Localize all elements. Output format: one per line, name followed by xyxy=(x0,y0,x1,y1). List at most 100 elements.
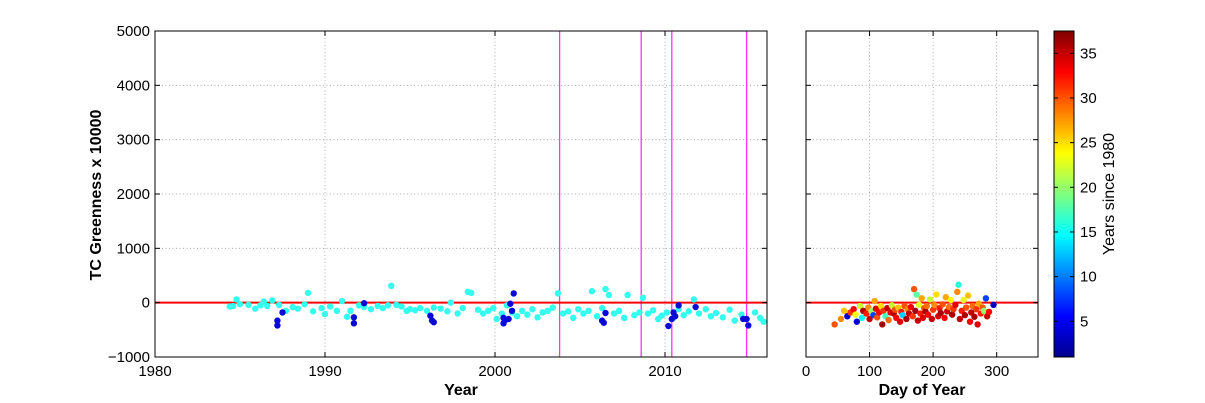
data-point xyxy=(593,313,601,320)
colorbar-label: Years since 1980 xyxy=(1101,133,1118,255)
data-point xyxy=(743,315,750,323)
data-point xyxy=(707,313,715,320)
data-point xyxy=(598,304,606,312)
data-point xyxy=(505,315,512,323)
y-tick-label: 3000 xyxy=(117,132,150,149)
data-point xyxy=(624,291,631,299)
data-point xyxy=(903,315,910,323)
data-point xyxy=(350,314,358,321)
data-point xyxy=(508,307,516,315)
data-point xyxy=(831,321,838,328)
data-point xyxy=(326,303,334,310)
data-point xyxy=(858,314,866,322)
data-point xyxy=(554,290,562,297)
data-point xyxy=(695,310,703,317)
left-x-tick-labels: 1980 1990 2000 2010 xyxy=(138,363,681,380)
data-point xyxy=(850,305,857,313)
data-point xyxy=(952,301,959,309)
y-tick-labels: −1000 0 1000 2000 3000 4000 5000 xyxy=(108,23,150,366)
data-point xyxy=(575,305,582,313)
left-scatter-points xyxy=(226,282,767,330)
data-point xyxy=(971,313,978,320)
data-point xyxy=(928,315,936,323)
right-x-tick-labels: 0 100 200 300 xyxy=(802,363,1009,380)
data-point xyxy=(914,317,922,324)
data-point xyxy=(493,315,500,323)
data-point xyxy=(909,313,916,320)
data-point xyxy=(931,301,938,309)
data-point xyxy=(602,285,609,293)
data-point xyxy=(631,311,638,319)
data-point xyxy=(879,321,886,328)
data-point xyxy=(649,307,657,314)
data-point xyxy=(588,288,596,295)
x-tick-label: 2000 xyxy=(478,363,511,380)
data-point xyxy=(913,291,920,298)
data-point xyxy=(751,309,759,316)
data-point xyxy=(406,305,414,313)
data-point xyxy=(360,300,368,307)
data-point xyxy=(274,322,281,329)
data-point xyxy=(926,296,934,303)
data-point xyxy=(840,307,848,315)
data-point xyxy=(956,315,964,323)
data-point xyxy=(937,309,944,317)
data-point xyxy=(230,302,237,310)
x-tick-label: 300 xyxy=(984,363,1009,380)
data-point xyxy=(615,307,623,315)
y-axis-label: TC Greenness x 10000 xyxy=(88,110,105,281)
data-point xyxy=(853,318,861,325)
data-point xyxy=(877,302,885,310)
data-point xyxy=(519,307,526,315)
data-point xyxy=(321,310,329,318)
data-point xyxy=(942,294,950,301)
x-axis-label-day-of-year: Day of Year xyxy=(879,382,966,399)
data-point xyxy=(350,320,358,327)
data-point xyxy=(343,313,351,320)
data-point xyxy=(955,281,962,288)
data-point xyxy=(856,302,864,310)
data-point xyxy=(430,304,437,311)
data-point xyxy=(437,305,444,312)
colorbar-tick-label: 20 xyxy=(1080,179,1097,196)
data-point xyxy=(459,304,466,312)
data-point xyxy=(559,310,567,317)
data-point xyxy=(929,306,937,313)
day-of-year-panel: 0 100 200 300 Day of Year xyxy=(802,30,1039,399)
data-point xyxy=(961,311,969,319)
data-point xyxy=(309,308,317,315)
data-point xyxy=(347,307,354,315)
data-point xyxy=(585,307,592,315)
data-point xyxy=(447,299,454,306)
data-point xyxy=(233,296,240,303)
right-tick-marks xyxy=(805,30,1038,358)
data-point xyxy=(602,309,609,317)
data-point xyxy=(252,305,259,312)
data-point xyxy=(274,317,281,324)
data-point xyxy=(639,294,647,301)
data-point xyxy=(885,316,892,324)
data-point xyxy=(485,307,492,315)
data-point xyxy=(411,307,419,314)
right-scatter-points xyxy=(831,281,997,328)
data-point xyxy=(947,296,955,304)
data-point xyxy=(871,297,878,305)
data-point xyxy=(423,307,431,315)
data-point xyxy=(245,301,252,309)
data-point xyxy=(919,314,927,322)
data-point xyxy=(665,322,672,330)
data-point xyxy=(621,314,628,322)
data-point xyxy=(236,301,244,308)
data-point xyxy=(430,319,437,326)
colorbar-tick-label: 15 xyxy=(1080,224,1097,241)
data-point xyxy=(304,289,312,297)
data-point xyxy=(941,314,948,322)
data-point xyxy=(529,305,536,313)
data-point xyxy=(600,319,607,326)
y-tick-label: 0 xyxy=(142,295,150,312)
data-point xyxy=(388,282,395,290)
colorbar-tick-label: 35 xyxy=(1080,45,1097,62)
x-tick-label: 2010 xyxy=(648,363,681,380)
data-point xyxy=(923,302,930,310)
data-point xyxy=(990,301,997,309)
